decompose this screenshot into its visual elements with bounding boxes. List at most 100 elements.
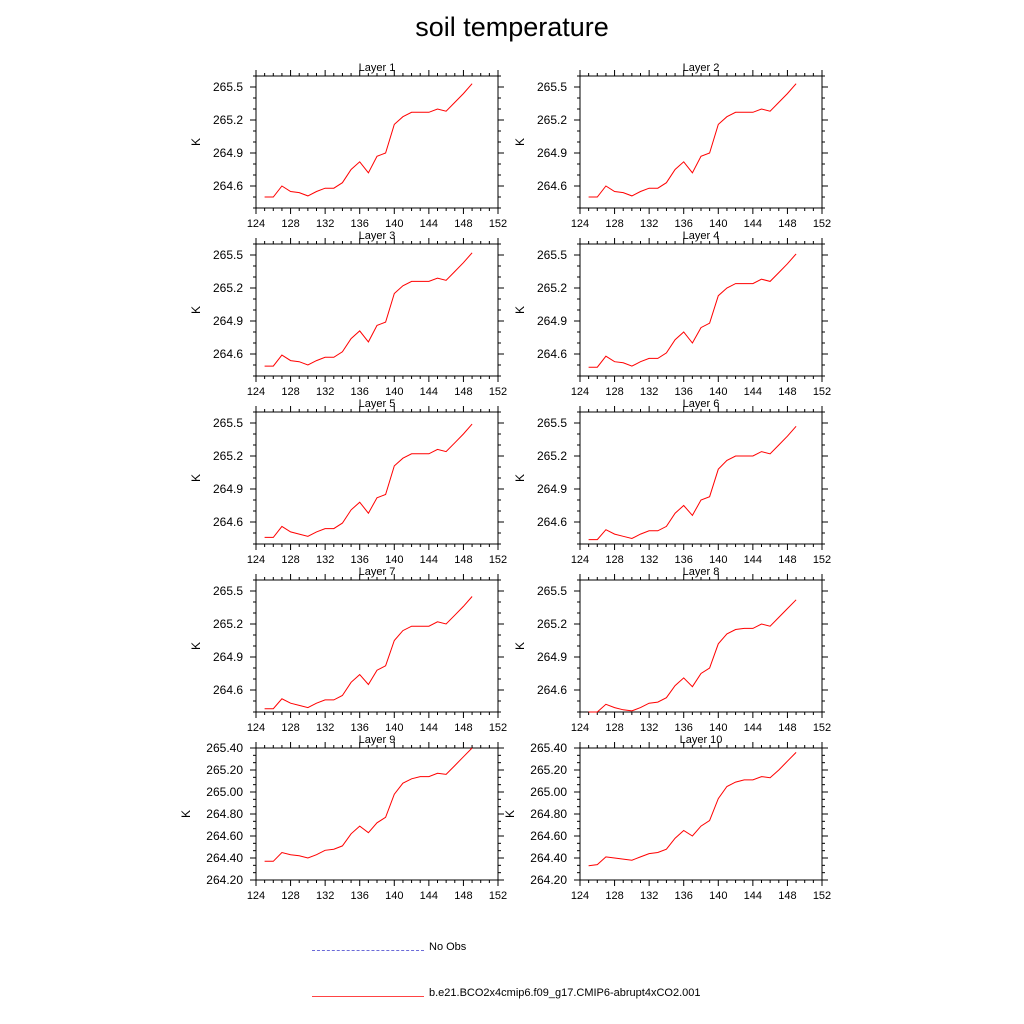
x-tick-label: 124 — [247, 722, 265, 734]
x-tick-label: 148 — [778, 890, 796, 902]
x-tick-label: 128 — [281, 890, 299, 902]
y-tick-label: 264.9 — [537, 650, 567, 664]
plot-frame — [579, 411, 823, 545]
chart-title: soil temperature — [415, 12, 609, 42]
x-tick-label: 140 — [385, 722, 403, 734]
y-tick-label: 264.80 — [206, 807, 243, 821]
x-tick-label: 136 — [351, 554, 369, 566]
y-tick-label: 264.9 — [537, 314, 567, 328]
x-tick-label: 152 — [489, 386, 507, 398]
panel-title: Layer 3 — [359, 230, 396, 242]
y-tick-label: 264.9 — [537, 146, 567, 160]
x-tick-label: 140 — [385, 890, 403, 902]
x-tick-label: 132 — [640, 554, 658, 566]
x-tick-label: 140 — [709, 218, 727, 230]
x-tick-label: 152 — [489, 722, 507, 734]
y-tick-label: 264.20 — [530, 873, 567, 887]
y-tick-label: 265.20 — [530, 763, 567, 777]
y-tick-label: 264.80 — [530, 807, 567, 821]
x-tick-label: 152 — [813, 722, 831, 734]
y-axis-label: K — [189, 138, 203, 146]
y-tick-label: 265.2 — [537, 449, 567, 463]
y-axis-label: K — [189, 642, 203, 650]
y-axis-label: K — [513, 642, 527, 650]
x-tick-label: 124 — [247, 554, 265, 566]
y-tick-label: 264.6 — [213, 683, 243, 697]
y-tick-label: 265.40 — [206, 741, 243, 755]
y-tick-label: 264.6 — [537, 347, 567, 361]
x-tick-label: 132 — [316, 890, 334, 902]
x-tick-label: 144 — [744, 554, 762, 566]
legend-line-dashed — [312, 950, 424, 951]
panel-title: Layer 9 — [359, 734, 396, 746]
x-tick-label: 124 — [247, 890, 265, 902]
x-tick-label: 132 — [640, 386, 658, 398]
series-line — [264, 423, 473, 538]
y-axis-label: K — [189, 474, 203, 482]
panel-title: Layer 4 — [683, 230, 720, 242]
series-line — [264, 83, 473, 198]
x-tick-label: 144 — [744, 890, 762, 902]
x-tick-label: 132 — [640, 218, 658, 230]
y-tick-label: 264.60 — [530, 829, 567, 843]
y-tick-label: 265.2 — [537, 113, 567, 127]
y-tick-label: 265.5 — [537, 248, 567, 262]
x-tick-label: 148 — [778, 386, 796, 398]
x-tick-label: 136 — [351, 218, 369, 230]
plot-panel: Layer 3 124 128 132 136 140 144 148 152 264.6 264.… — [189, 230, 507, 398]
x-tick-label: 124 — [571, 722, 589, 734]
x-tick-label: 152 — [489, 554, 507, 566]
x-tick-label: 132 — [316, 722, 334, 734]
y-axis-label: K — [179, 810, 193, 818]
plot-panel: Layer 6 124 128 132 136 140 144 148 152 264.6 264.… — [513, 398, 831, 566]
x-tick-label: 124 — [247, 218, 265, 230]
y-axis-label: K — [513, 138, 527, 146]
y-tick-label: 265.5 — [213, 584, 243, 598]
x-tick-label: 128 — [281, 218, 299, 230]
y-tick-label: 264.6 — [213, 179, 243, 193]
x-tick-label: 152 — [489, 218, 507, 230]
y-tick-label: 265.00 — [206, 785, 243, 799]
y-tick-label: 264.6 — [213, 515, 243, 529]
plot-panel: Layer 4 124 128 132 136 140 144 148 152 264.6 264.… — [513, 230, 831, 398]
legend-line-solid — [312, 996, 424, 997]
x-tick-label: 148 — [454, 722, 472, 734]
y-tick-label: 264.9 — [213, 146, 243, 160]
x-tick-label: 140 — [709, 722, 727, 734]
plot-frame — [255, 747, 499, 881]
x-tick-label: 144 — [420, 554, 438, 566]
x-tick-label: 128 — [281, 722, 299, 734]
x-tick-label: 128 — [281, 386, 299, 398]
y-tick-label: 264.9 — [213, 314, 243, 328]
y-tick-label: 264.60 — [206, 829, 243, 843]
x-tick-label: 124 — [571, 386, 589, 398]
plot-frame — [579, 579, 823, 713]
y-tick-label: 264.40 — [206, 851, 243, 865]
x-tick-label: 152 — [813, 554, 831, 566]
plot-frame — [255, 411, 499, 545]
legend-item-model: b.e21.BCO2x4cmip6.f09_g17.CMIP6-abrupt4x… — [312, 987, 912, 1007]
panel-title: Layer 8 — [683, 566, 720, 578]
y-tick-label: 264.6 — [537, 179, 567, 193]
y-tick-label: 265.5 — [537, 584, 567, 598]
series-line — [588, 83, 797, 198]
x-tick-label: 140 — [385, 386, 403, 398]
x-tick-label: 152 — [813, 218, 831, 230]
x-tick-label: 128 — [605, 554, 623, 566]
series-line — [264, 252, 473, 367]
series-line — [588, 253, 797, 368]
y-tick-label: 265.2 — [537, 617, 567, 631]
panel-title: Layer 7 — [359, 566, 396, 578]
panel-title: Layer 10 — [680, 734, 723, 746]
plot-panel: Layer 9 124 128 132 136 140 144 148 152 264.20 264… — [179, 734, 507, 902]
y-tick-label: 264.9 — [213, 482, 243, 496]
x-tick-label: 132 — [316, 554, 334, 566]
x-tick-label: 148 — [778, 722, 796, 734]
legend-label: No Obs — [429, 941, 467, 953]
x-tick-label: 140 — [385, 218, 403, 230]
x-tick-label: 148 — [454, 554, 472, 566]
x-tick-label: 148 — [454, 890, 472, 902]
y-tick-label: 264.9 — [213, 650, 243, 664]
plot-panel: Layer 5 124 128 132 136 140 144 148 152 264.6 264.… — [189, 398, 507, 566]
